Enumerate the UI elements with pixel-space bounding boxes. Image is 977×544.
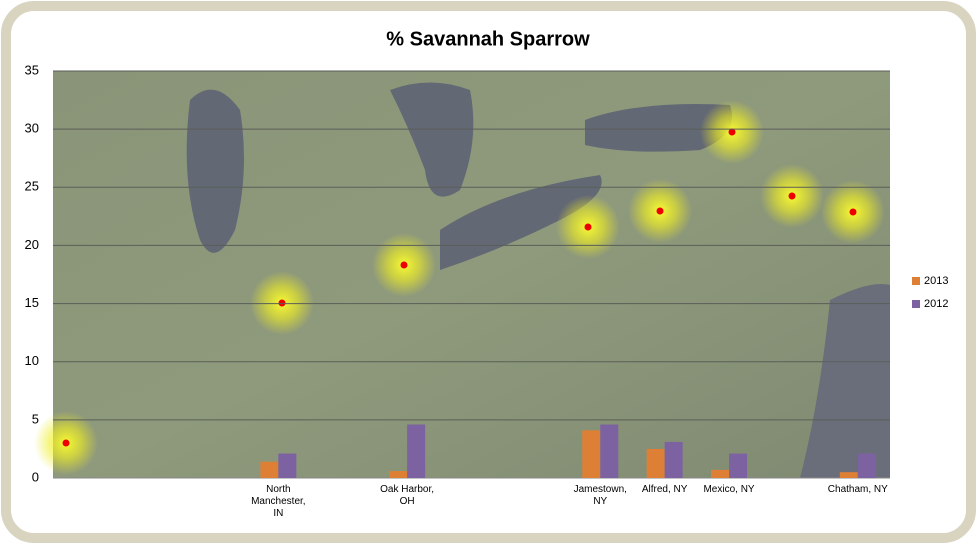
x-tick-label: North Manchester, IN — [251, 484, 306, 519]
x-tick-label: Jamestown, NY — [573, 484, 627, 507]
y-tick-label: 20 — [25, 237, 39, 252]
bar — [711, 469, 730, 478]
location-markers — [34, 100, 885, 475]
bar — [839, 472, 858, 478]
bar — [389, 471, 408, 478]
chart-title: % Savannah Sparrow — [386, 28, 590, 50]
x-tick-label: Alfred, NY — [641, 484, 688, 495]
legend-swatch — [912, 300, 920, 308]
bar — [278, 453, 297, 478]
y-tick-label: 25 — [25, 179, 39, 194]
bar — [729, 453, 748, 478]
bar — [260, 461, 279, 478]
x-tick-label: Chatham, NY — [827, 484, 888, 495]
legend-label: 2012 — [924, 298, 948, 310]
bar — [646, 448, 665, 478]
legend-label: 2013 — [924, 275, 948, 287]
y-tick-label: 15 — [25, 295, 39, 310]
x-tick-label: Oak Harbor, OH — [380, 484, 435, 507]
y-tick-label: 5 — [32, 411, 39, 426]
x-tick-label: Mexico, NY — [703, 484, 755, 495]
legend-swatch — [912, 277, 920, 285]
y-tick-label: 10 — [25, 353, 39, 368]
bar — [582, 430, 601, 478]
map-background — [53, 71, 890, 478]
y-tick-label: 30 — [25, 121, 39, 136]
bar — [857, 453, 876, 478]
y-tick-label: 0 — [32, 469, 39, 484]
bar — [600, 424, 619, 478]
y-tick-label: 35 — [25, 62, 39, 77]
bar — [407, 424, 426, 478]
bar — [664, 441, 683, 478]
